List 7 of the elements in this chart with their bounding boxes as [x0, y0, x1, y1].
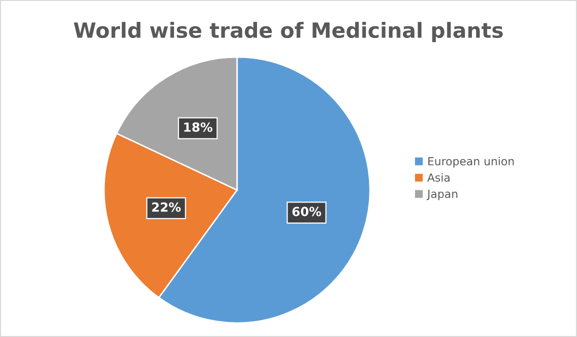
- data-label: 18%: [184, 122, 212, 132]
- legend-label: Japan: [426, 190, 458, 200]
- legend-label: Asia: [427, 173, 450, 182]
- chart-title: World wise trade of Medicinal plants: [74, 22, 503, 42]
- data-label: 60%: [292, 206, 322, 216]
- legend-label: European union: [428, 156, 514, 168]
- data-label: 22%: [152, 202, 181, 212]
